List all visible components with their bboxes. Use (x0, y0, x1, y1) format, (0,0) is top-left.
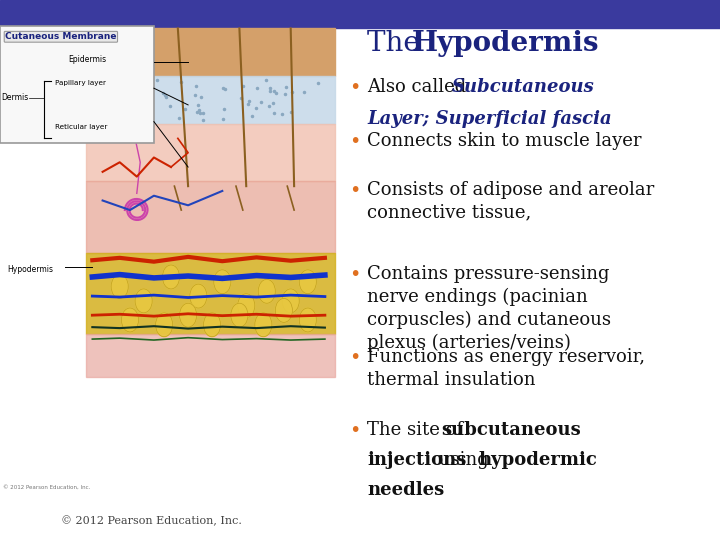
Text: Connects skin to muscle layer: Connects skin to muscle layer (367, 132, 642, 150)
Text: Dermis: Dermis (1, 93, 29, 102)
Text: •: • (349, 348, 361, 367)
Circle shape (300, 308, 316, 332)
Circle shape (204, 313, 220, 337)
Polygon shape (86, 76, 336, 124)
Text: •: • (349, 132, 361, 151)
Circle shape (122, 308, 138, 332)
Polygon shape (86, 334, 336, 377)
Text: needles: needles (367, 481, 444, 498)
Text: injections: injections (367, 451, 467, 469)
Text: Papillary layer: Papillary layer (55, 80, 106, 86)
Polygon shape (86, 29, 336, 76)
Circle shape (214, 270, 231, 294)
Text: •: • (349, 421, 361, 440)
Text: Functions as energy reservoir,
thermal insulation: Functions as energy reservoir, thermal i… (367, 348, 645, 389)
Circle shape (135, 289, 152, 313)
Text: •: • (349, 181, 361, 200)
Text: Hypodermis: Hypodermis (7, 265, 53, 274)
Text: Cutaneous Membrane: Cutaneous Membrane (5, 32, 117, 41)
Circle shape (275, 299, 292, 322)
Text: •: • (349, 78, 361, 97)
Text: © 2012 Pearson Education, Inc.: © 2012 Pearson Education, Inc. (4, 484, 91, 490)
Circle shape (238, 294, 255, 318)
Text: © 2012 Pearson Education, Inc.: © 2012 Pearson Education, Inc. (61, 516, 242, 526)
Circle shape (179, 303, 197, 327)
Text: subcutaneous: subcutaneous (441, 421, 581, 439)
Text: The: The (367, 30, 429, 57)
Text: Epidermis: Epidermis (68, 55, 107, 64)
Circle shape (255, 313, 272, 337)
Circle shape (163, 265, 179, 289)
Circle shape (231, 303, 248, 327)
Bar (0, 0, 720, 28)
Text: Reticular layer: Reticular layer (55, 124, 107, 130)
Text: Consists of adipose and areolar
connective tissue,: Consists of adipose and areolar connecti… (367, 181, 654, 222)
Polygon shape (86, 124, 336, 181)
Polygon shape (86, 181, 336, 253)
Text: The site of: The site of (367, 421, 469, 439)
Circle shape (156, 313, 173, 337)
Circle shape (300, 270, 316, 294)
Bar (0, 26, 154, 143)
Text: using: using (433, 451, 495, 469)
Text: •: • (349, 265, 361, 284)
Text: Also called: Also called (367, 78, 472, 96)
Circle shape (258, 279, 275, 303)
Text: Subcutaneous: Subcutaneous (452, 78, 595, 96)
Circle shape (190, 284, 207, 308)
Text: Hypodermis: Hypodermis (412, 30, 599, 57)
Text: Layer; Superficial fascia: Layer; Superficial fascia (367, 110, 612, 127)
Circle shape (282, 289, 300, 313)
Text: hypodermic: hypodermic (479, 451, 598, 469)
Circle shape (111, 274, 128, 299)
Text: Contains pressure-sensing
nerve endings (pacinian
corpuscles) and cutaneous
plex: Contains pressure-sensing nerve endings … (367, 265, 611, 352)
Polygon shape (86, 253, 336, 334)
